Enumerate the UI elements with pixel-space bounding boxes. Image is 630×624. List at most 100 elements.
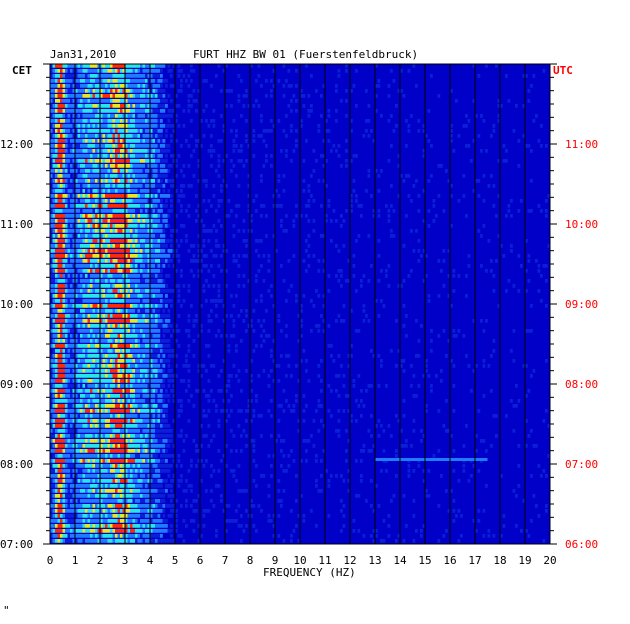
spectrogram-cell (90, 74, 93, 78)
spectrogram-cell (50, 369, 53, 373)
spectrogram-cell (310, 329, 313, 333)
spectrogram-cell (180, 269, 183, 273)
spectrogram-cell (72, 69, 76, 73)
spectrogram-cell (355, 104, 358, 108)
spectrogram-cell (370, 434, 373, 438)
spectrogram-cell (127, 164, 131, 168)
spectrogram-cell (85, 239, 88, 243)
spectrogram-cell (50, 169, 53, 173)
spectrogram-cell (77, 74, 81, 78)
spectrogram-cell (162, 419, 166, 423)
spectrogram-cell (92, 339, 96, 343)
spectrogram-cell (130, 69, 133, 73)
spectrogram-cell (122, 344, 126, 348)
spectrogram-cell (160, 389, 163, 393)
spectrogram-cell (165, 439, 168, 443)
spectrogram-cell (165, 199, 168, 203)
spectrogram-cell (417, 249, 421, 253)
spectrogram-cell (187, 364, 191, 368)
spectrogram-cell (125, 309, 128, 313)
spectrogram-cell (157, 64, 161, 68)
spectrogram-cell (72, 119, 76, 123)
spectrogram-cell (530, 179, 533, 183)
spectrogram-cell (260, 264, 263, 268)
spectrogram-cell (140, 374, 143, 378)
spectrogram-cell (135, 414, 138, 418)
spectrogram-cell (147, 384, 151, 388)
spectrogram-cell (122, 89, 126, 93)
spectrogram-cell (75, 119, 78, 123)
spectrogram-cell (112, 219, 116, 223)
spectrogram-cell (280, 404, 283, 408)
spectrogram-cell (222, 69, 226, 73)
spectrogram-cell (455, 99, 458, 103)
spectrogram-cell (142, 384, 146, 388)
spectrogram-cell (67, 404, 71, 408)
spectrogram-cell (147, 409, 151, 413)
spectrogram-cell (155, 119, 158, 123)
spectrogram-cell (492, 124, 496, 128)
spectrogram-cell (265, 234, 268, 238)
spectrogram-cell (422, 189, 426, 193)
spectrogram-cell (157, 429, 161, 433)
spectrogram-cell (472, 369, 476, 373)
spectrogram-cell (535, 259, 538, 263)
spectrogram-cell (117, 124, 121, 128)
spectrogram-cell (135, 279, 138, 283)
spectrogram-cell (85, 364, 88, 368)
spectrogram-cell (142, 199, 146, 203)
spectrogram-cell (197, 214, 201, 218)
spectrogram-cell (150, 74, 153, 78)
spectrogram-cell (170, 304, 173, 308)
spectrogram-cell (207, 284, 211, 288)
spectrogram-cell (110, 384, 113, 388)
spectrogram-cell (75, 409, 78, 413)
spectrogram-cell (322, 319, 326, 323)
spectrogram-cell (75, 299, 78, 303)
spectrogram-cell (132, 429, 136, 433)
spectrogram-cell (162, 79, 166, 83)
spectrogram-cell (152, 434, 156, 438)
spectrogram-cell (180, 169, 183, 173)
spectrogram-cell (475, 364, 478, 368)
spectrogram-cell (445, 399, 448, 403)
spectrogram-cell (207, 424, 211, 428)
spectrogram-cell (172, 124, 176, 128)
spectrogram-cell (102, 174, 106, 178)
spectrogram-cell (52, 139, 56, 143)
spectrogram-cell (160, 364, 163, 368)
spectrogram-cell (125, 114, 128, 118)
spectrogram-cell (137, 359, 141, 363)
spectrogram-cell (67, 304, 71, 308)
spectrogram-cell (320, 314, 323, 318)
spectrogram-cell (165, 274, 168, 278)
spectrogram-cell (125, 339, 128, 343)
spectrogram-cell (117, 394, 121, 398)
spectrogram-cell (147, 399, 151, 403)
spectrogram-cell (257, 414, 261, 418)
spectrogram-cell (162, 139, 166, 143)
spectrogram-cell (142, 239, 146, 243)
spectrogram-cell (242, 239, 246, 243)
spectrogram-cell (102, 129, 106, 133)
spectrogram-cell (317, 269, 321, 273)
spectrogram-cell (170, 109, 173, 113)
spectrogram-cell (120, 189, 123, 193)
spectrogram-cell (172, 84, 176, 88)
spectrogram-cell (65, 119, 68, 123)
spectrogram-cell (160, 319, 163, 323)
spectrogram-cell (162, 144, 166, 148)
spectrogram-cell (62, 134, 66, 138)
spectrogram-cell (147, 114, 151, 118)
spectrogram-cell (170, 349, 173, 353)
spectrogram-cell (105, 314, 108, 318)
spectrogram-cell (142, 349, 146, 353)
spectrogram-cell (337, 144, 341, 148)
spectrogram-cell (260, 119, 263, 123)
spectrogram-cell (72, 374, 76, 378)
spectrogram-cell (180, 434, 183, 438)
spectrogram-cell (177, 299, 181, 303)
spectrogram-cell (467, 264, 471, 268)
spectrogram-cell (67, 224, 71, 228)
spectrogram-cell (137, 209, 141, 213)
